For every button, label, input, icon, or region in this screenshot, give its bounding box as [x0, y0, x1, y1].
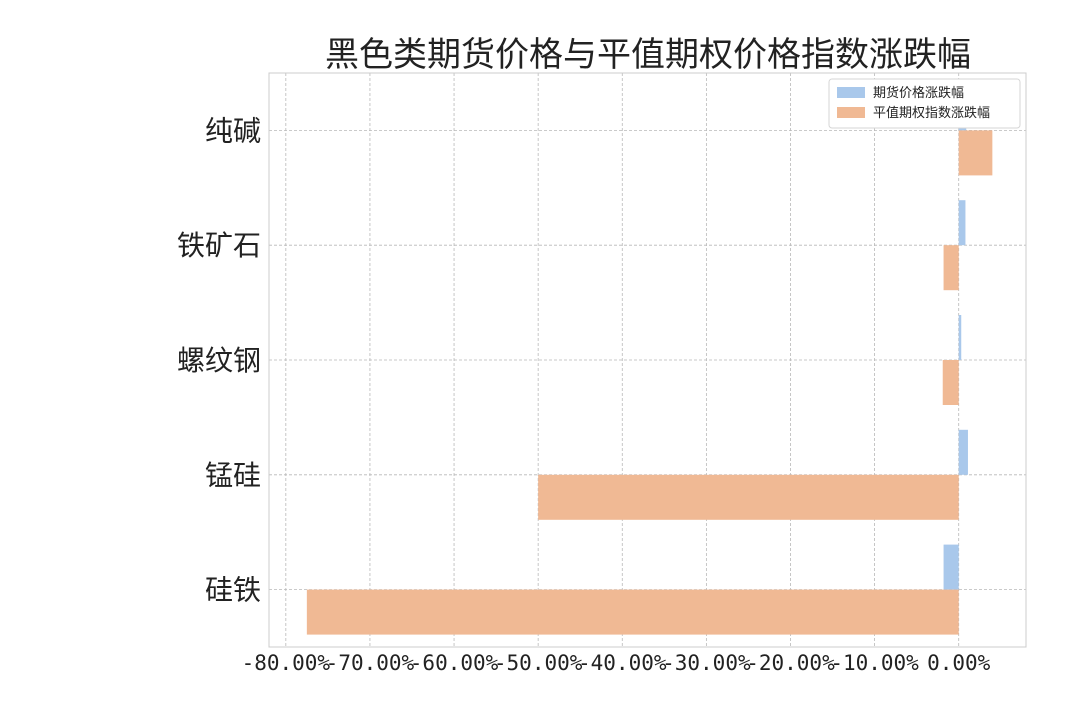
- legend-label: 平值期权指数涨跌幅: [873, 105, 990, 121]
- x-tick-label: -80.00%: [242, 651, 331, 675]
- y-tick-label: 锰硅: [205, 459, 261, 492]
- grid: [269, 73, 1026, 647]
- x-tick-label: -20.00%: [746, 651, 835, 675]
- plot-frame: [268, 72, 1027, 648]
- legend-box: [828, 78, 1021, 129]
- y-tick-label: 硅铁: [205, 574, 261, 607]
- x-tick-label: -30.00%: [662, 651, 751, 675]
- legend-swatch: [837, 87, 865, 98]
- bar-options-0: [306, 589, 959, 635]
- bar-futures-0: [943, 544, 959, 590]
- bar-futures-3: [958, 200, 966, 246]
- bars: [306, 85, 993, 635]
- bar-options-1: [538, 474, 959, 520]
- y-tick-label: 螺纹钢: [177, 344, 261, 377]
- legend-swatch: [837, 107, 865, 118]
- chart-title: 黑色类期货价格与平值期权价格指数涨跌幅: [325, 35, 971, 75]
- bar-futures-2: [958, 315, 962, 360]
- x-tick-label: -70.00%: [326, 651, 415, 675]
- bar-options-4: [958, 130, 993, 176]
- bar-options-3: [943, 245, 959, 291]
- x-tick-label: -60.00%: [410, 651, 499, 675]
- bar-options-2: [942, 360, 959, 405]
- x-tick-labels: -80.00%-70.00%-60.00%-50.00%-40.00%-30.0…: [242, 651, 991, 675]
- y-tick-label: 纯碱: [205, 114, 261, 147]
- bar-futures-1: [958, 429, 968, 475]
- x-tick-label: -10.00%: [830, 651, 919, 675]
- x-tick-label: -40.00%: [578, 651, 667, 675]
- x-tick-label: -50.00%: [494, 651, 583, 675]
- x-tick-label: 0.00%: [927, 651, 991, 675]
- y-tick-label: 铁矿石: [177, 229, 261, 262]
- y-tick-labels: 硅铁 锰硅 螺纹钢 铁矿石 纯碱: [177, 114, 261, 606]
- legend-label: 期货价格涨跌幅: [873, 85, 964, 101]
